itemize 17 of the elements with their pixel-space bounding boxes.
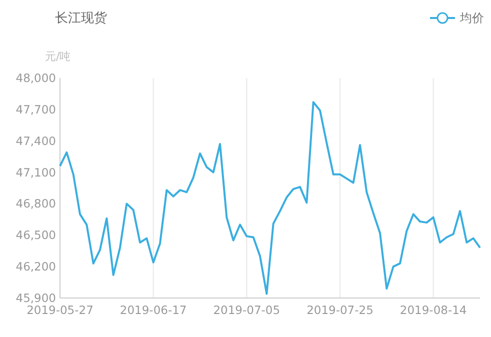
x-tick-label: 2019-06-17 — [120, 303, 187, 317]
x-tick-label: 2019-07-05 — [213, 303, 280, 317]
y-tick-label: 47,400 — [16, 134, 56, 148]
y-tick-label: 46,500 — [16, 228, 56, 242]
y-tick-label: 47,100 — [16, 165, 56, 180]
chart-title: 长江现货 — [55, 11, 107, 26]
x-tick-label: 2019-08-14 — [400, 303, 467, 317]
y-axis-title: 元/吨 — [45, 50, 71, 63]
y-tick-label: 46,200 — [16, 260, 56, 274]
y-tick-label: 47,700 — [16, 102, 56, 116]
x-tick-label: 2019-07-25 — [306, 303, 374, 317]
y-tick-label: 45,900 — [16, 291, 56, 306]
legend-label: 均价 — [459, 11, 484, 26]
line-series — [59, 101, 481, 295]
x-tick-label: 2019-05-27 — [26, 303, 94, 317]
y-tick-label: 46,800 — [16, 196, 56, 211]
y-tick-label: 48,000 — [16, 71, 56, 86]
